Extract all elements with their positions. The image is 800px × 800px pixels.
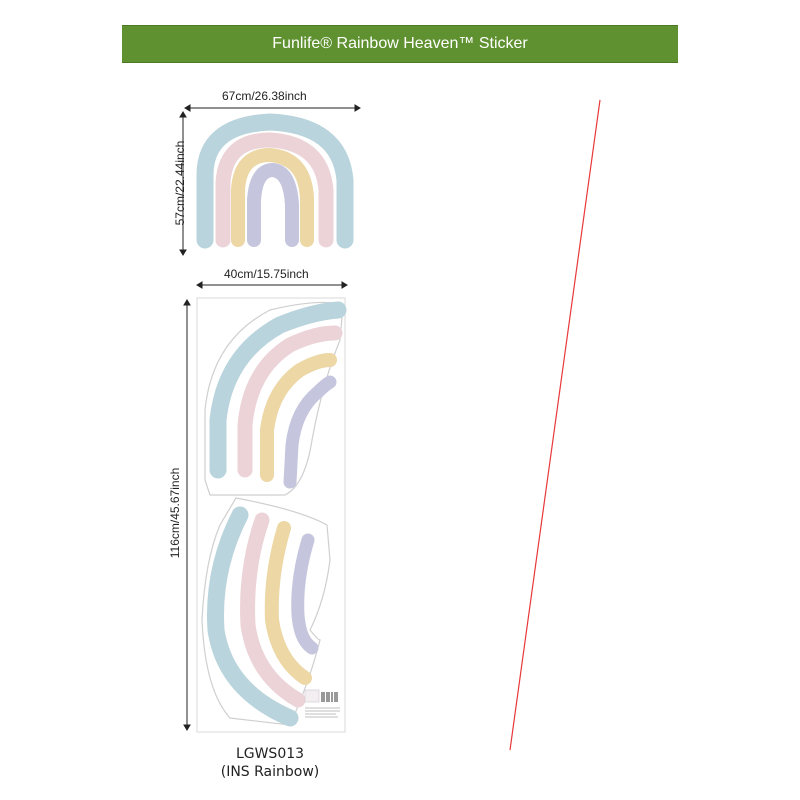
banner-title: Funlife® Rainbow Heaven™ Sticker xyxy=(272,35,528,52)
sheet-upper-rainbow xyxy=(209,301,347,489)
barcode xyxy=(321,692,338,702)
fine-print xyxy=(305,707,340,718)
title-banner: Funlife® Rainbow Heaven™ Sticker xyxy=(122,25,678,63)
top-width-label: 67cm/26.38inch xyxy=(222,89,307,103)
product-caption: LGWS013 (INS Rainbow) xyxy=(190,745,350,781)
upper-arc-lavender xyxy=(283,375,337,489)
product-code: LGWS013 xyxy=(235,746,305,762)
rainbow-arc-blue xyxy=(196,113,354,249)
lower-arc-lavender xyxy=(291,533,319,655)
rainbow-arc-lavender xyxy=(247,162,299,247)
sheet-width-label: 40cm/15.75inch xyxy=(224,267,309,281)
top-rainbow xyxy=(196,113,354,249)
sheet-height-dimension xyxy=(183,299,191,731)
upper-arc-pink xyxy=(237,325,343,478)
product-name: (INS Rainbow) xyxy=(220,764,320,780)
sheet-height-label: 116cm/45.67inch xyxy=(168,467,182,559)
sheet-brand-label xyxy=(304,689,340,718)
upper-arc-yellow xyxy=(260,353,337,482)
lower-arc-yellow xyxy=(264,521,312,685)
sheet-width-dimension xyxy=(196,281,348,289)
rainbow-arc-pink xyxy=(215,132,334,248)
red-guide-line xyxy=(509,99,601,751)
sheet-lower-rainbow xyxy=(207,506,319,727)
top-height-label: 57cm/22.44inch xyxy=(173,140,187,226)
lower-arc-blue xyxy=(207,506,299,727)
top-width-dimension xyxy=(184,104,361,112)
brand-logo xyxy=(304,689,320,703)
top-height-dimension xyxy=(179,111,187,256)
rainbow-arc-yellow xyxy=(231,147,314,247)
upper-arc-blue xyxy=(209,301,347,479)
lower-arc-pink xyxy=(240,512,306,708)
